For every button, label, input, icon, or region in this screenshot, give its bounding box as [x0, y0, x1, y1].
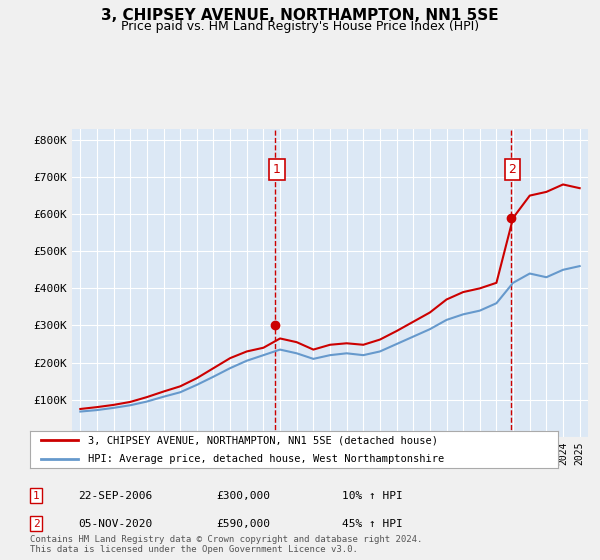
Text: 10% ↑ HPI: 10% ↑ HPI [342, 491, 403, 501]
Text: 22-SEP-2006: 22-SEP-2006 [78, 491, 152, 501]
Text: £590,000: £590,000 [216, 519, 270, 529]
Text: 1: 1 [32, 491, 40, 501]
Text: HPI: Average price, detached house, West Northamptonshire: HPI: Average price, detached house, West… [88, 454, 445, 464]
Text: 05-NOV-2020: 05-NOV-2020 [78, 519, 152, 529]
Text: Price paid vs. HM Land Registry's House Price Index (HPI): Price paid vs. HM Land Registry's House … [121, 20, 479, 32]
Text: £300,000: £300,000 [216, 491, 270, 501]
Text: 2: 2 [508, 163, 516, 176]
Text: 3, CHIPSEY AVENUE, NORTHAMPTON, NN1 5SE (detached house): 3, CHIPSEY AVENUE, NORTHAMPTON, NN1 5SE … [88, 435, 438, 445]
Text: 2: 2 [32, 519, 40, 529]
Text: Contains HM Land Registry data © Crown copyright and database right 2024.
This d: Contains HM Land Registry data © Crown c… [30, 535, 422, 554]
Text: 1: 1 [273, 163, 281, 176]
Text: 3, CHIPSEY AVENUE, NORTHAMPTON, NN1 5SE: 3, CHIPSEY AVENUE, NORTHAMPTON, NN1 5SE [101, 8, 499, 24]
Text: 45% ↑ HPI: 45% ↑ HPI [342, 519, 403, 529]
